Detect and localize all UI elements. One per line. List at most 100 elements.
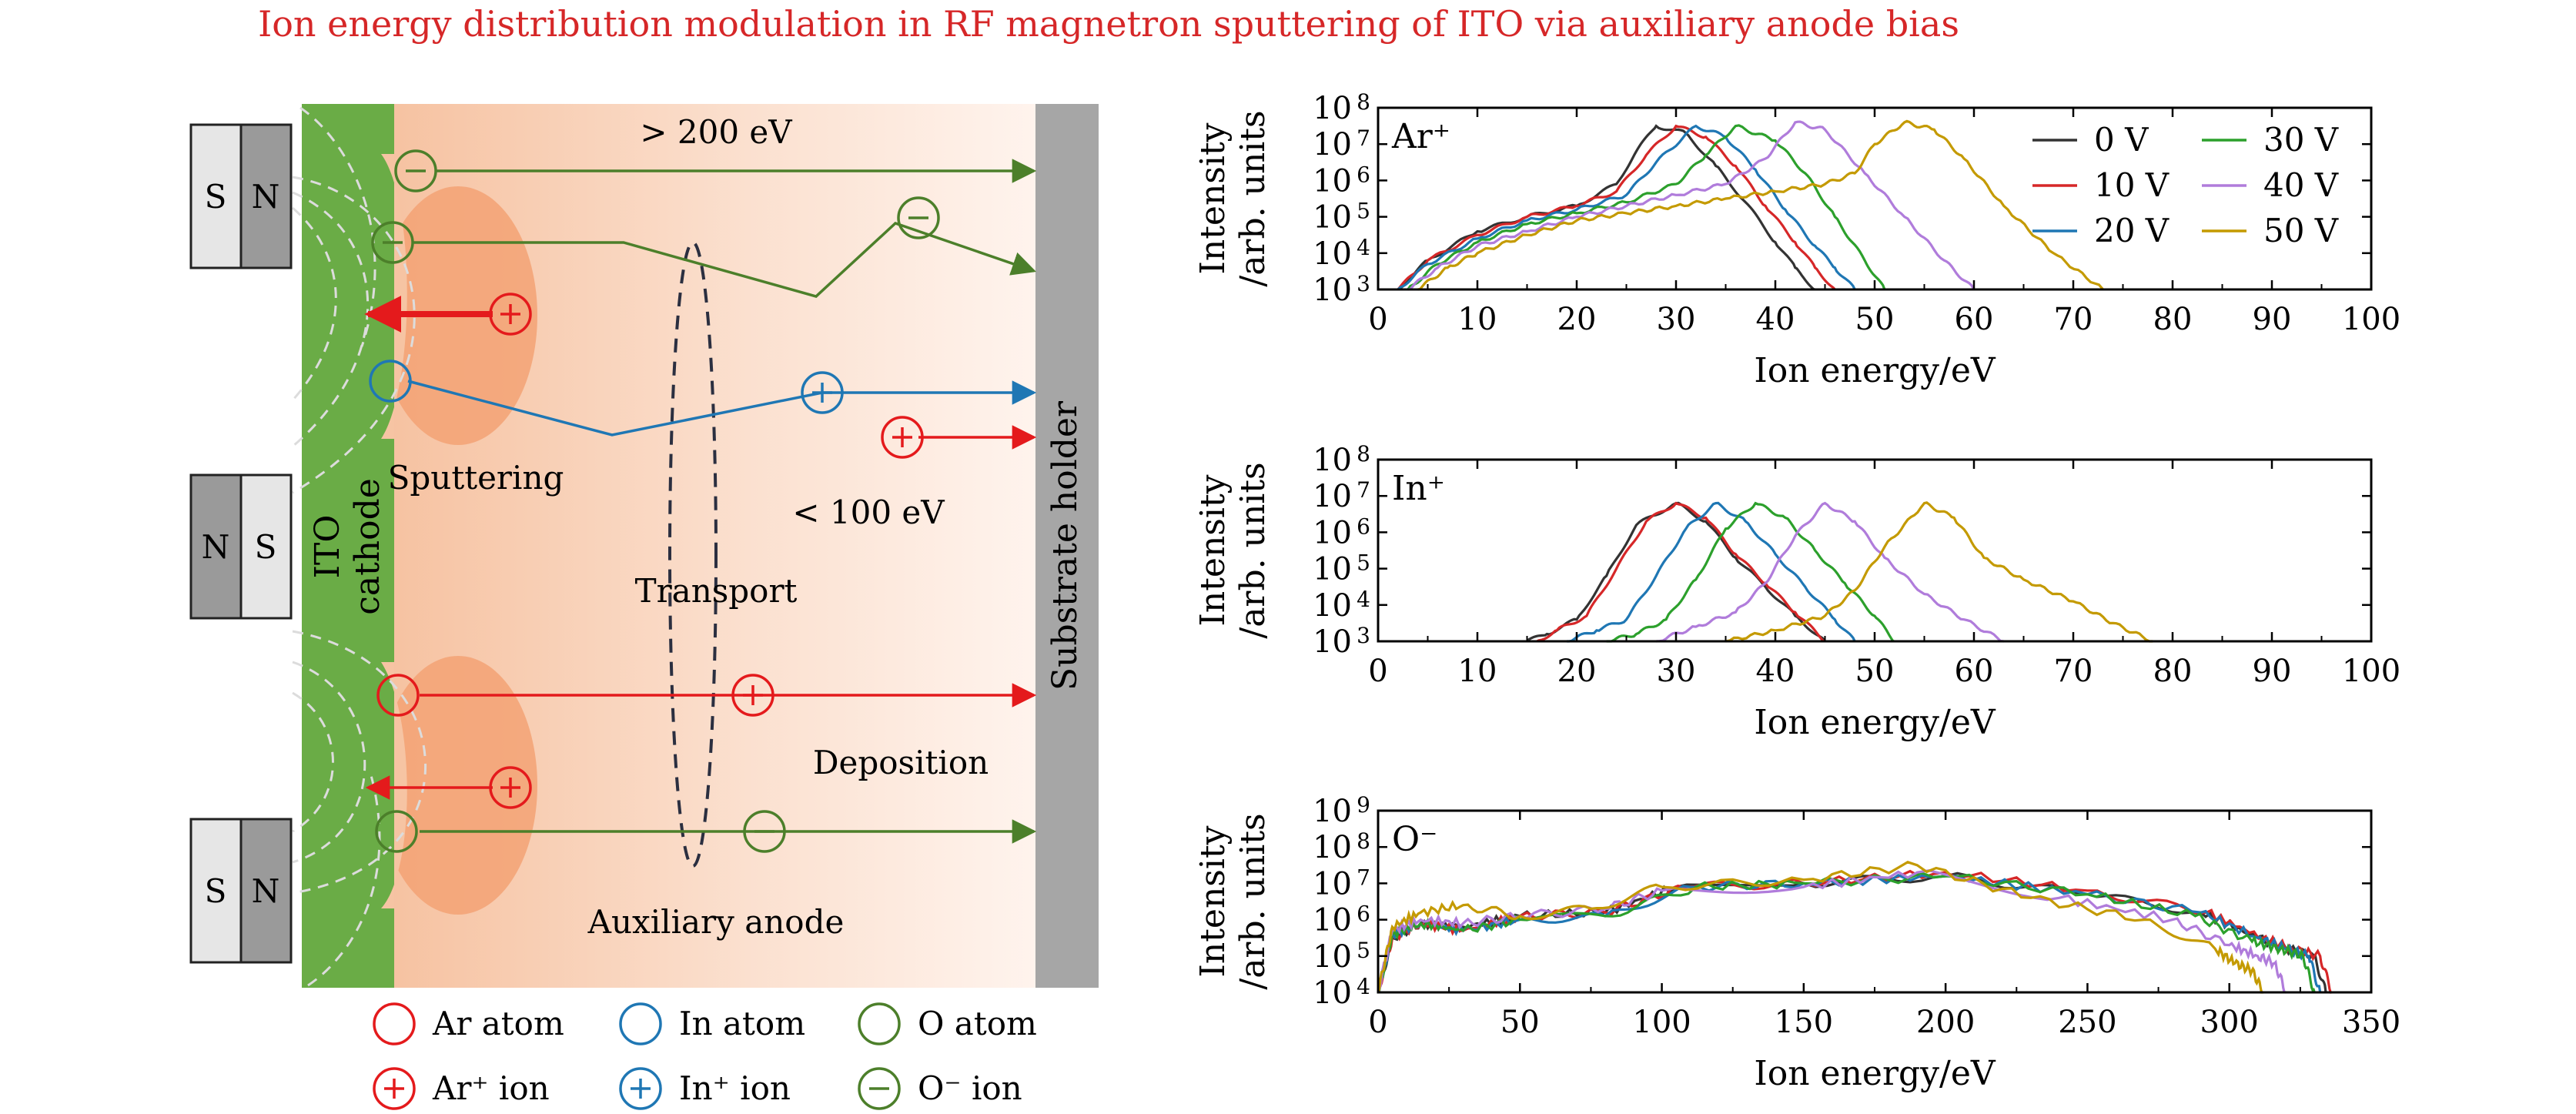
y-tick-exponent: 6 bbox=[1357, 514, 1370, 539]
y-tick-label: 10 bbox=[1313, 552, 1352, 587]
o-ion-legend-icon bbox=[858, 1067, 901, 1110]
magnet-label: N bbox=[202, 528, 230, 566]
magnet-label: S bbox=[205, 178, 227, 216]
in-atom-symbol bbox=[369, 360, 412, 403]
legend-o-ion: O⁻ ion bbox=[918, 1069, 1022, 1107]
series-line-20v bbox=[1377, 873, 2322, 994]
x-tick-label: 250 bbox=[2058, 1005, 2116, 1040]
x-tick-label: 200 bbox=[1916, 1005, 1975, 1040]
series-line-0v bbox=[1526, 501, 1826, 643]
legend-label: 0 V bbox=[2094, 121, 2149, 159]
y-tick-exponent: 7 bbox=[1357, 865, 1370, 890]
y-tick-label: 10 bbox=[1313, 443, 1352, 478]
ar-ion-symbol bbox=[881, 416, 924, 459]
y-tick-label: 10 bbox=[1313, 624, 1352, 660]
x-tick-label: 20 bbox=[1557, 302, 1597, 337]
y-tick-exponent: 3 bbox=[1357, 623, 1370, 648]
o-ion-symbol bbox=[897, 196, 940, 239]
series-line-10v bbox=[1377, 869, 2332, 994]
x-axis-label: Ion energy/eV bbox=[1754, 351, 1996, 390]
series-line-10v bbox=[1397, 124, 1836, 291]
x-tick-label: 350 bbox=[2342, 1005, 2400, 1040]
o-atom-legend-icon bbox=[858, 1002, 901, 1045]
particles bbox=[369, 149, 940, 853]
y-tick-label: 10 bbox=[1313, 515, 1352, 550]
legend-in-atom: In atom bbox=[679, 1005, 805, 1042]
cathode-label-cathode: cathode bbox=[348, 478, 387, 615]
x-tick-label: 90 bbox=[2253, 302, 2292, 337]
legend-o-atom: O atom bbox=[918, 1005, 1037, 1042]
series-line-40v bbox=[1656, 501, 2004, 643]
plot-frame bbox=[1377, 106, 2373, 291]
y-tick-label: 10 bbox=[1313, 588, 1352, 624]
series-line-50v bbox=[1377, 861, 2263, 994]
y-tick-label: 10 bbox=[1313, 127, 1352, 162]
legend-label: 20 V bbox=[2094, 212, 2170, 249]
x-tick-label: 0 bbox=[1368, 654, 1387, 689]
x-tick-label: 30 bbox=[1657, 654, 1696, 689]
y-tick-exponent: 4 bbox=[1357, 974, 1370, 999]
series-line-30v bbox=[1407, 124, 1886, 290]
y-tick-label: 10 bbox=[1313, 273, 1352, 308]
magnet-label: S bbox=[255, 528, 277, 566]
x-tick-label: 150 bbox=[1775, 1005, 1833, 1040]
sputtering-label: Sputtering bbox=[388, 459, 564, 497]
y-axis-label: /arb. units bbox=[1233, 813, 1273, 989]
magnet-label: N bbox=[252, 872, 280, 910]
y-tick-exponent: 5 bbox=[1357, 938, 1370, 963]
legend-ar-ion: Ar⁺ ion bbox=[432, 1069, 550, 1107]
x-tick-label: 300 bbox=[2200, 1005, 2259, 1040]
o-atom-symbol bbox=[375, 810, 418, 853]
y-tick-label: 10 bbox=[1313, 903, 1352, 938]
x-axis-label: Ion energy/eV bbox=[1754, 703, 1996, 742]
x-tick-label: 40 bbox=[1756, 654, 1795, 689]
magnet-middle: N S bbox=[189, 473, 293, 620]
magnet-label: N bbox=[252, 178, 280, 216]
x-tick-label: 80 bbox=[2153, 302, 2193, 337]
y-tick-exponent: 8 bbox=[1357, 89, 1370, 115]
x-tick-label: 100 bbox=[2342, 302, 2400, 337]
y-tick-exponent: 5 bbox=[1357, 550, 1370, 576]
y-axis-label: Intensity bbox=[1193, 122, 1233, 274]
legend-label: 40 V bbox=[2263, 166, 2339, 204]
transport-label: Transport bbox=[635, 572, 798, 610]
y-tick-label: 10 bbox=[1313, 163, 1352, 199]
legend-label: 10 V bbox=[2094, 166, 2170, 204]
y-tick-exponent: 6 bbox=[1357, 162, 1370, 187]
legend-ar-atom: Ar atom bbox=[432, 1005, 564, 1042]
legend-label: 30 V bbox=[2263, 121, 2339, 159]
y-tick-label: 10 bbox=[1313, 975, 1352, 1011]
series-line-50v bbox=[1417, 119, 2104, 291]
o-ion-symbol bbox=[743, 810, 786, 853]
x-axis-label: Ion energy/eV bbox=[1754, 1054, 1996, 1093]
x-tick-label: 0 bbox=[1368, 1005, 1387, 1040]
x-tick-label: 100 bbox=[2342, 654, 2400, 689]
x-tick-label: 60 bbox=[1955, 302, 1994, 337]
y-tick-exponent: 7 bbox=[1357, 477, 1370, 503]
in-atom-legend-icon bbox=[619, 1002, 662, 1045]
y-axis-label: /arb. units bbox=[1233, 462, 1273, 638]
x-tick-label: 10 bbox=[1458, 302, 1497, 337]
y-axis-label: Intensity bbox=[1193, 825, 1233, 977]
ar-atom-symbol bbox=[376, 674, 420, 717]
x-tick-label: 0 bbox=[1368, 302, 1387, 337]
in-ion-symbol bbox=[801, 371, 844, 414]
x-tick-label: 30 bbox=[1657, 302, 1696, 337]
y-tick-exponent: 5 bbox=[1357, 199, 1370, 224]
series-line-0v bbox=[1397, 124, 1815, 291]
y-tick-label: 10 bbox=[1313, 200, 1352, 236]
x-tick-label: 70 bbox=[2054, 302, 2093, 337]
series-line-20v bbox=[1397, 124, 1856, 291]
substrate-holder bbox=[1035, 104, 1099, 988]
ar-ion-symbol bbox=[731, 674, 774, 717]
magnet-pole-right bbox=[239, 123, 293, 269]
low-energy-label: < 100 eV bbox=[792, 493, 945, 531]
x-tick-label: 10 bbox=[1458, 654, 1497, 689]
plot-frame bbox=[1377, 458, 2373, 643]
plot-frame bbox=[1377, 809, 2373, 994]
plasma-zone-lower bbox=[379, 656, 537, 915]
magnet-pole-right bbox=[239, 818, 293, 964]
page-title: Ion energy distribution modulation in RF… bbox=[258, 3, 1959, 45]
ar-ion-symbol bbox=[489, 766, 532, 809]
y-tick-label: 10 bbox=[1313, 794, 1352, 829]
